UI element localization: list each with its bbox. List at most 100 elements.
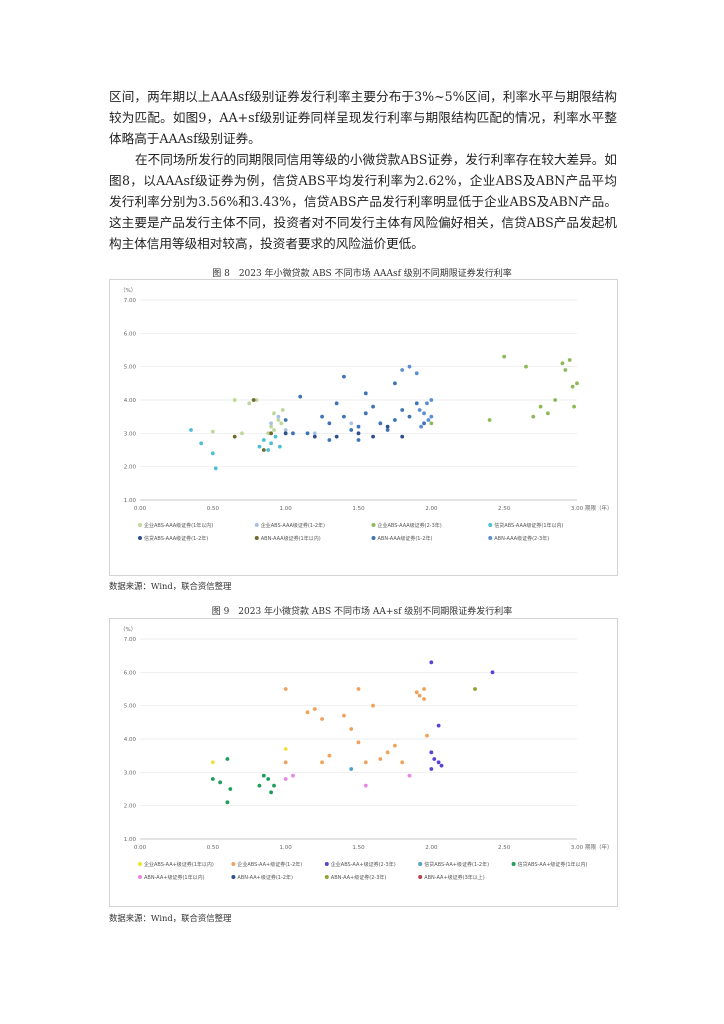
fig8-point [266,448,271,452]
fig9-point [266,777,271,781]
fig8-legend-marker [254,523,259,527]
fig8-point [570,384,575,389]
fig9-point [429,750,434,755]
figure-8-svg: （%） 1.00 2.00 3.00 4.00 5.00 6.00 7.00 0.00 0.50 1… [120,287,613,542]
fig8-point [283,418,288,422]
fig8-point [400,434,405,439]
fig8-point [393,418,397,422]
fig8-point [320,414,324,419]
fig8-legend-label: 企业ABS-AAA级证券(1年以内) [144,522,213,529]
fig9-point [342,713,346,718]
fig8-point [425,401,429,406]
fig8-legend-marker [488,536,493,540]
fig8-x-tick-label: 1.50 [352,506,365,512]
fig9-point [363,783,368,788]
paragraph-2: 在不同场所发行的同期限同信用等级的小微贷款ABS证券，发行利率存在较大差异。如图… [109,152,617,251]
fig9-x-tick-label: 2.00 [425,845,438,851]
fig8-point [429,421,434,426]
fig9-legend-marker [324,875,329,879]
fig8-point [572,404,576,409]
fig8-point [251,398,256,402]
fig9-point [385,750,390,755]
fig8-point [487,418,492,422]
fig9-legend-marker [511,862,516,866]
fig8-point [327,438,332,442]
fig8-point [334,401,339,406]
fig8-point [429,398,434,402]
fig9-point [490,670,495,675]
fig9-legend-label: 企业ABS-AA+级证券(1-2年) [237,861,302,868]
fig8-point [261,438,266,442]
fig9-point [312,707,317,711]
fig8-point [426,418,431,422]
fig8-point [232,434,237,439]
fig9-y-tick-label: 6.00 [124,670,137,676]
fig9-point [439,763,444,768]
fig8-legend-label: ABN-AAA级证券(2-3年) [494,535,549,542]
fig8-point [291,431,295,436]
fig9-point [400,760,405,765]
fig9-legend-label: 信贷ABS-AA+级证券(1-2年) [424,861,489,868]
fig8-legend-label: 企业ABS-AAA级证券(2-3年) [378,522,442,529]
fig8-y-tick-label: 7.00 [124,298,137,304]
fig9-point [225,800,230,805]
fig9-x-tick-label: 1.00 [280,845,293,851]
fig8-x-tick-label: 1.00 [280,506,293,512]
fig9-point [407,773,412,778]
fig9-point [272,783,276,788]
fig9-point [356,687,361,691]
fig9-point [327,753,332,758]
figure-9-caption: 图 9 2023 年小微贷款 ABS 不同市场 AA+sf 级别不同期限证券发行… [211,607,513,617]
fig9-x-tick-label: 2.50 [498,845,511,851]
fig8-legend-marker [138,523,142,527]
fig8-point [283,428,288,432]
fig9-y-tick-label: 2.00 [124,804,137,810]
fig9-legend-marker [138,875,142,879]
fig8-point [269,421,273,426]
fig8-point [393,381,397,386]
fig9-point [283,747,288,751]
fig9-y-tick-label: 1.00 [124,837,137,843]
fig8-point [334,434,339,439]
fig8-point [312,431,317,436]
fig8-point [385,428,390,432]
fig8-point [349,421,354,426]
fig9-point [320,760,324,765]
fig8-point [349,428,354,432]
fig9-point [210,760,215,765]
fig8-point [414,401,419,406]
fig9-x-tick-label: 1.50 [352,845,365,851]
fig9-legend-label: 信贷ABS-AA+级证券(1年以内) [518,861,588,868]
fig8-point [363,391,368,396]
fig9-point [432,757,437,761]
fig9-legend-label: 企业ABS-AA+级证券(1年以内) [144,861,214,868]
fig9-point [422,687,426,691]
fig8-legend-marker [254,536,259,540]
fig8-point [272,428,276,432]
fig8-legend-label: 企业ABS-AAA级证券(1-2年) [261,522,325,529]
fig9-point [422,697,426,701]
fig8-point [400,368,405,372]
fig8-y-tick-label: 2.00 [124,465,137,471]
fig8-legend-label: ABN-AAA级证券(1-2年) [378,535,433,542]
fig8-x-tick-label: 3.00 [571,506,584,512]
fig8-point [327,421,332,426]
fig9-y-tick-label: 7.00 [124,637,137,643]
fig8-legend-label: 信贷ABS-AAA级证券(1年以内) [494,522,563,529]
fig9-point [283,687,288,691]
fig9-point [349,767,354,771]
fig8-point [213,466,218,471]
fig8-legend-label: ABN-AAA级证券(1年以内) [261,535,321,542]
fig9-x-tick-label: 0.00 [134,845,147,851]
fig8-point [276,414,281,419]
fig8-point [400,408,405,412]
fig8-x-tick-label: 0.50 [207,506,220,512]
fig9-point [349,727,354,731]
fig8-x-tick-label: 2.50 [498,506,511,512]
fig8-point [269,431,273,436]
fig9-legend-label: 企业ABS-AA+级证券(2-3年) [331,861,396,868]
fig9-point [429,660,434,665]
fig8-y-tick-label: 4.00 [124,398,137,404]
fig8-point [419,424,424,429]
fig9-legend-marker [418,862,423,866]
